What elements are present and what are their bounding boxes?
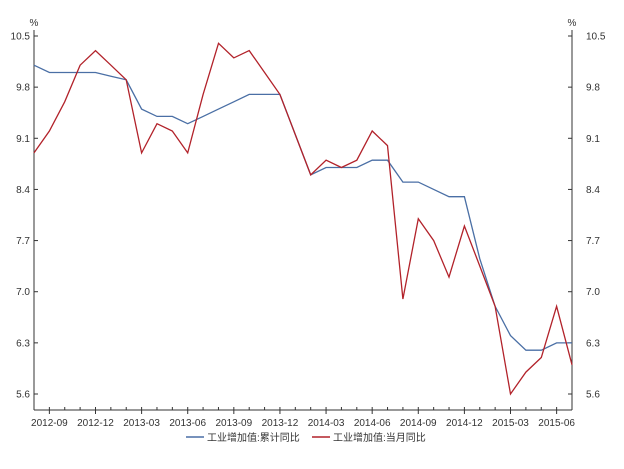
x-tick-label: 2014-06 bbox=[354, 418, 391, 429]
y-tick-label-right: 8.4 bbox=[586, 185, 600, 196]
y-tick-label-right: 7.0 bbox=[586, 287, 600, 298]
x-tick-label: 2015-03 bbox=[492, 418, 529, 429]
x-tick-label: 2012-12 bbox=[77, 418, 114, 429]
y-tick-label-right: 5.6 bbox=[586, 390, 600, 401]
y-tick-label-left: 9.8 bbox=[16, 83, 30, 94]
y-tick-label-left: 6.3 bbox=[16, 338, 30, 349]
x-tick-label: 2013-09 bbox=[215, 418, 252, 429]
y-tick-label-right: 10.5 bbox=[586, 32, 606, 43]
y-tick-label-left: 7.7 bbox=[16, 236, 30, 247]
x-tick-label: 2012-09 bbox=[31, 418, 68, 429]
unit-label-right: % bbox=[568, 18, 577, 29]
y-tick-label-left: 8.4 bbox=[16, 185, 30, 196]
axes: % % 10.5 10.5 9.8 9.8 9.1 9.1 8.4 8.4 7.7 7.7 7.0 7.0… bbox=[11, 18, 606, 429]
series-line-2 bbox=[33, 42, 573, 396]
x-tick-label: 2013-12 bbox=[262, 418, 299, 429]
x-tick-label: 2013-06 bbox=[169, 418, 206, 429]
y-tick-label-right: 6.3 bbox=[586, 338, 600, 349]
x-tick-label: 2013-03 bbox=[123, 418, 160, 429]
x-tick-label: 2014-03 bbox=[308, 418, 345, 429]
series-line-1 bbox=[33, 64, 572, 351]
y-tick-label-left: 10.5 bbox=[11, 32, 31, 43]
y-tick-label-left: 7.0 bbox=[16, 287, 30, 298]
x-tick-label: 2014-12 bbox=[446, 418, 483, 429]
legend-label-1: 工业增加值:累计同比 bbox=[207, 431, 300, 444]
y-tick-label-right: 9.8 bbox=[586, 83, 600, 94]
legend-label-2: 工业增加值:当月同比 bbox=[333, 431, 426, 444]
x-tick-label: 2015-06 bbox=[538, 418, 575, 429]
y-tick-label-right: 7.7 bbox=[586, 236, 600, 247]
y-tick-label-left: 5.6 bbox=[16, 390, 30, 401]
unit-label-left: % bbox=[30, 18, 39, 29]
x-tick-label: 2014-09 bbox=[400, 418, 437, 429]
legend: 工业增加值:累计同比 工业增加值:当月同比 bbox=[186, 431, 426, 444]
y-tick-label-right: 9.1 bbox=[586, 134, 600, 145]
y-tick-label-left: 9.1 bbox=[16, 134, 30, 145]
series-layer bbox=[33, 42, 573, 396]
